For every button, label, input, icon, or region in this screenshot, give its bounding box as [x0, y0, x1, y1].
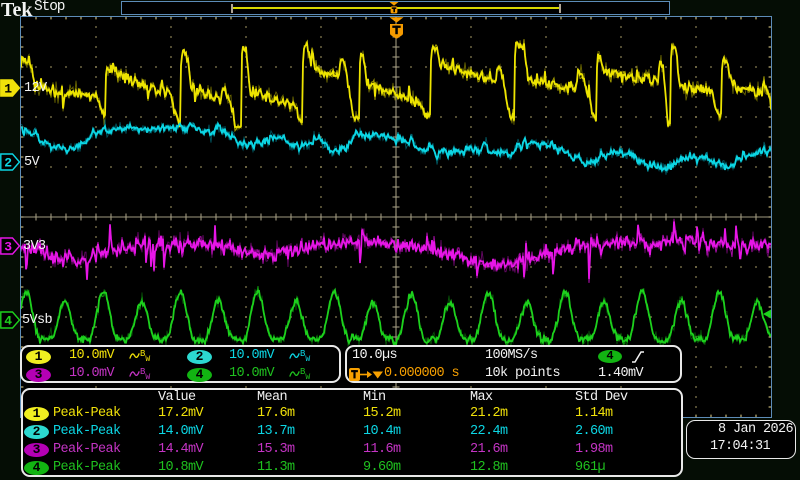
- svg-text:1: 1: [4, 81, 12, 96]
- svg-text:4: 4: [4, 313, 12, 328]
- svg-text:2: 2: [4, 155, 12, 170]
- svg-text:3: 3: [4, 239, 12, 254]
